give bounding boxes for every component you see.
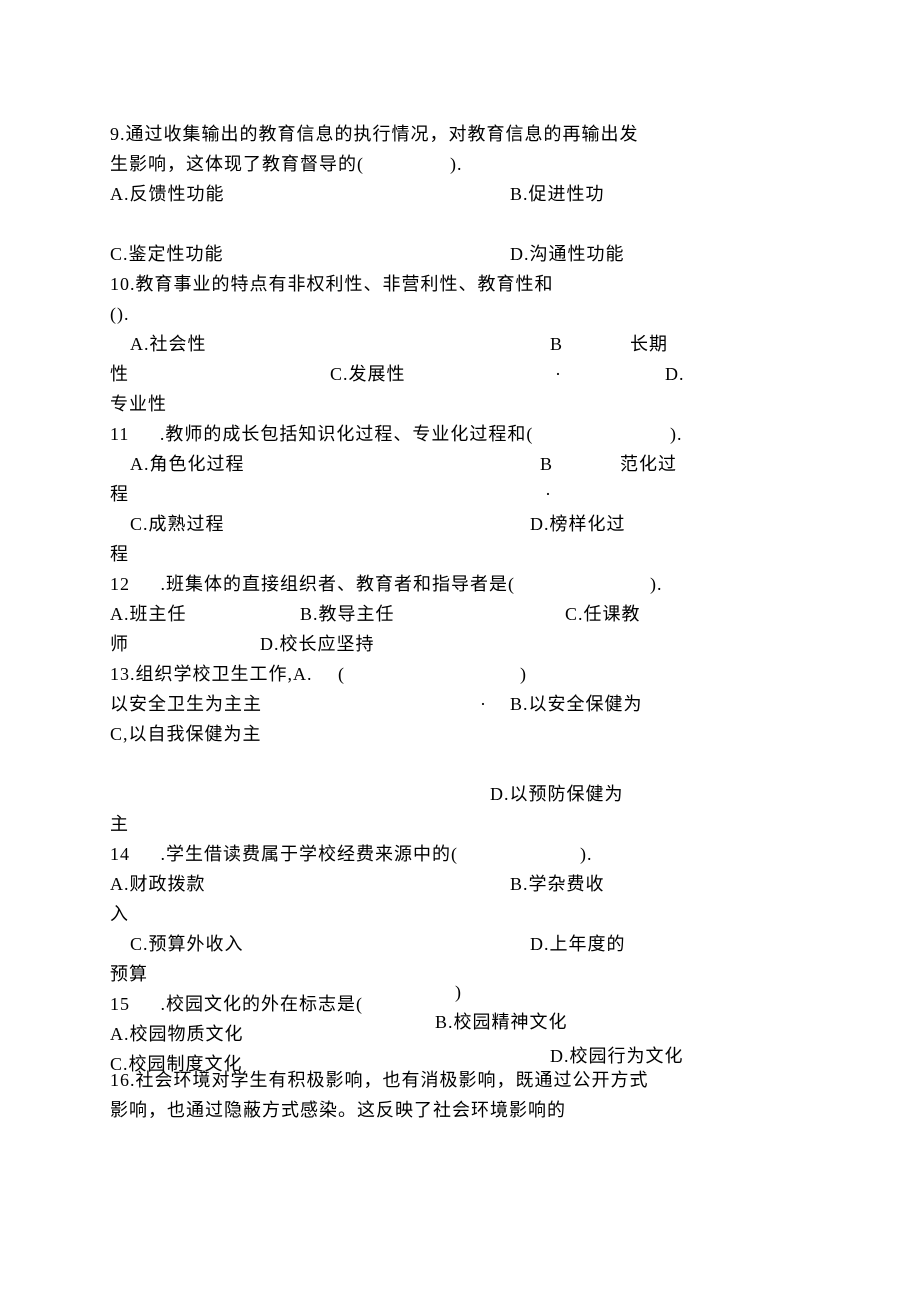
q13-dot: · xyxy=(480,690,487,720)
q11-text: .教师的成长包括知识化过程、专业化过程和( xyxy=(160,424,534,444)
q9-optB: B.促进性功 xyxy=(510,180,605,210)
q11-optC: C.成熟过程 xyxy=(130,514,225,534)
q11-end: ). xyxy=(670,420,683,450)
q14-optD: D.上年度的 xyxy=(530,930,626,960)
q11-optA: A.角色化过程 xyxy=(130,454,245,474)
q12-optABC: A.班主任 B.教导主任 C.任课教 xyxy=(110,600,810,630)
q14-num: 14 xyxy=(110,844,130,864)
q13-line2: 以安全卫生为主主 · B.以安全保健为 xyxy=(110,690,810,720)
q13-optD-row: D.以预防保健为 xyxy=(110,780,810,810)
q9-optC: C.鉴定性功能 xyxy=(110,244,224,264)
q9-optAB: A.反馈性功能 B.促进性功 xyxy=(110,180,810,210)
q14-optC: C.预算外收入 xyxy=(130,934,244,954)
q9-blank xyxy=(110,210,810,240)
q14-optAB: A.财政拨款 B.学杂费收 xyxy=(110,870,810,900)
q13-line1: 13.组织学校卫生工作,A. ( ) xyxy=(110,660,810,690)
q10-cont-CD: 性 C.发展性 · D. xyxy=(110,360,810,390)
q12-optB: B.教导主任 xyxy=(300,600,395,630)
q10-line1: 10.教育事业的特点有非权利性、非营利性、教育性和 xyxy=(110,270,810,300)
q10-optD: D. xyxy=(665,360,685,390)
q9-optD: D.沟通性功能 xyxy=(510,240,625,270)
q13-line1-text: 13.组织学校卫生工作,A. xyxy=(110,664,313,684)
q13-optB: B.以安全保健为 xyxy=(510,690,643,720)
q11-cont2: 程 xyxy=(110,540,810,570)
q12-line1: 12 .班集体的直接组织者、教育者和指导者是( ). xyxy=(110,570,810,600)
q14-end: ). xyxy=(580,840,593,870)
q12-cont1: 师 xyxy=(110,634,129,654)
q13-optD: D.以预防保健为 xyxy=(490,780,624,810)
q10-optA: A.社会性 xyxy=(130,334,207,354)
q11-optB-letter: B xyxy=(540,450,553,480)
q11-num: 11 xyxy=(110,424,129,444)
q13-paren-r: ) xyxy=(520,660,527,690)
q12-num: 12 xyxy=(110,574,130,594)
q12-optC: C.任课教 xyxy=(565,600,641,630)
q13-paren-l: ( xyxy=(338,664,345,684)
q14-optA: A.财政拨款 xyxy=(110,874,206,894)
q14-optCD: C.预算外收入 D.上年度的 xyxy=(110,930,810,960)
q11-cont1-row: 程 · xyxy=(110,480,810,510)
q15-text: .校园文化的外在标志是( xyxy=(161,994,364,1014)
q14-cont1: 入 xyxy=(110,900,810,930)
q15-optB: B.校园精神文化 xyxy=(435,1008,568,1038)
q9-optCD: C.鉴定性功能 D.沟通性功能 xyxy=(110,240,810,270)
q13-line2-text: 以安全卫生为主主 xyxy=(110,694,262,714)
q9-line1: 9.通过收集输出的教育信息的执行情况，对教育信息的再输出发 xyxy=(110,120,810,150)
q11-optB-text: 范化过 xyxy=(620,450,677,480)
q11-optAB: A.角色化过程 B 范化过 xyxy=(110,450,810,480)
q11-dot: · xyxy=(545,480,552,510)
q10-optAB: A.社会性 B 长期 xyxy=(110,330,810,360)
q12-optA: A.班主任 xyxy=(110,604,187,624)
q10-cont2: 专业性 xyxy=(110,390,810,420)
q14-line1: 14 .学生借读费属于学校经费来源中的( ). xyxy=(110,840,810,870)
q15-optAB: A.校园物质文化 B.校园精神文化 xyxy=(110,1020,810,1050)
q12-end: ). xyxy=(650,570,663,600)
q16-line1: 16.社会环境对学生有积极影响，也有消极影响，既通过公开方式 xyxy=(110,1066,810,1096)
q11-optCD: C.成熟过程 D.榜样化过 xyxy=(110,510,810,540)
q9-optA: A.反馈性功能 xyxy=(110,184,225,204)
q14-optB: B.学杂费收 xyxy=(510,870,605,900)
q11-cont1: 程 xyxy=(110,484,129,504)
q12-cont-D: 师 D.校长应坚持 xyxy=(110,630,810,660)
q10-optC: C.发展性 xyxy=(330,360,406,390)
q9-line2-text: 生影响，这体现了教育督导的( xyxy=(110,154,364,174)
q9-line2-end: ). xyxy=(450,150,463,180)
q13-cont: 主 xyxy=(110,810,810,840)
q14-text: .学生借读费属于学校经费来源中的( xyxy=(161,844,459,864)
q13-optC: C,以自我保健为主 xyxy=(110,720,810,750)
q10-optB-text: 长期 xyxy=(630,330,668,360)
q10-optB-letter: B xyxy=(550,330,563,360)
q15-optA: A.校园物质文化 xyxy=(110,1024,244,1044)
q12-text: .班集体的直接组织者、教育者和指导者是( xyxy=(161,574,516,594)
q9-line2: 生影响，这体现了教育督导的( ). xyxy=(110,150,810,180)
q16-line2: 影响，也通过隐蔽方式感染。这反映了社会环境影响的 xyxy=(110,1096,810,1126)
q11-line1: 11 .教师的成长包括知识化过程、专业化过程和( ). xyxy=(110,420,810,450)
q15-num: 15 xyxy=(110,994,130,1014)
q15-paren-r: ) xyxy=(455,978,462,1008)
q12-optD: D.校长应坚持 xyxy=(260,630,375,660)
q10-line2: (). xyxy=(110,300,810,330)
q11-optD: D.榜样化过 xyxy=(530,510,626,540)
q10-dot1: · xyxy=(555,360,562,390)
q10-cont1: 性 xyxy=(110,364,129,384)
